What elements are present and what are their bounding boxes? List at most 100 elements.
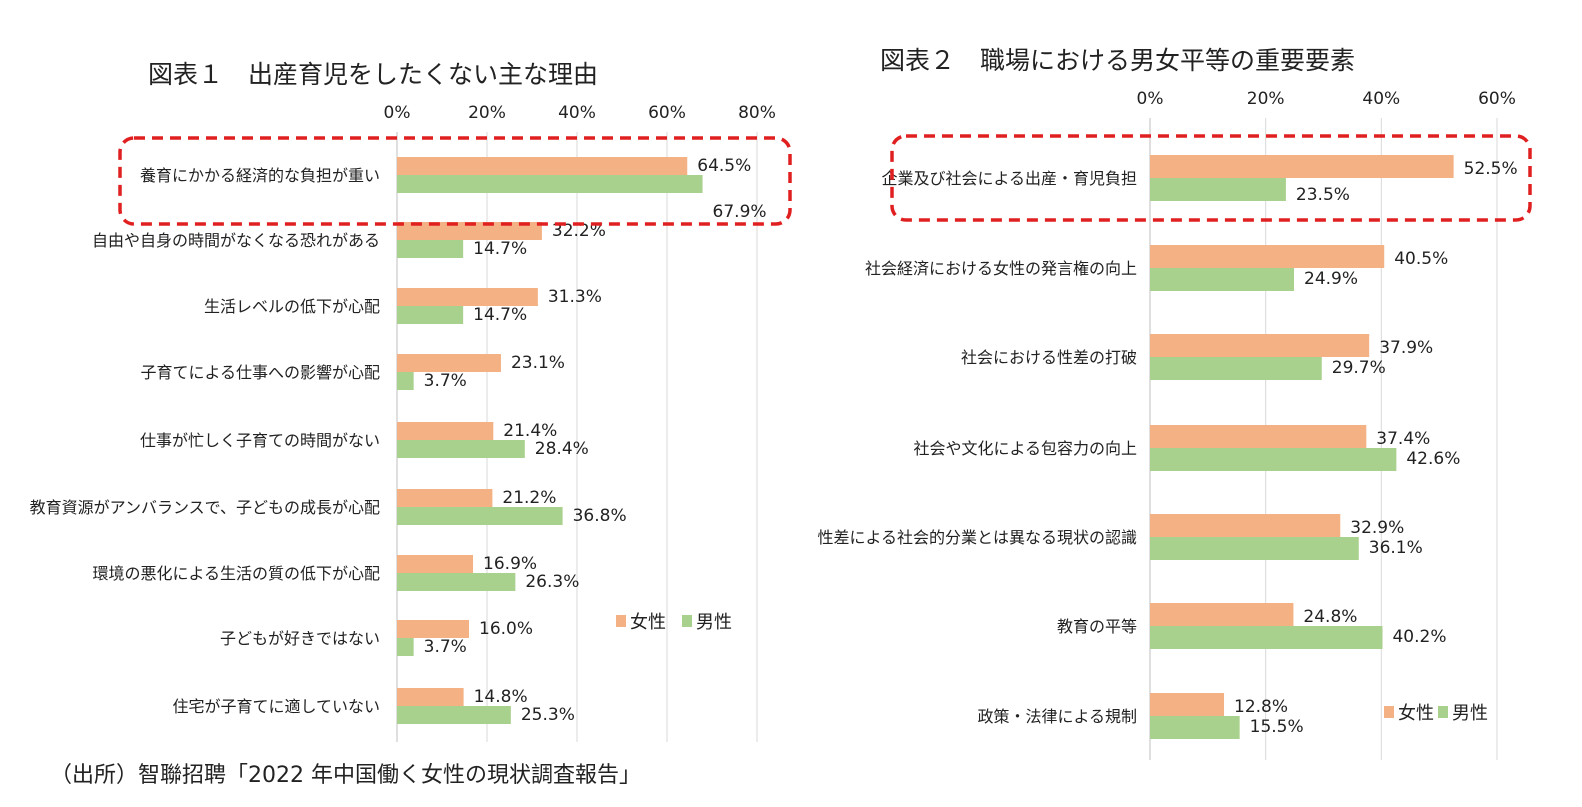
chart2-legend-label: 女性 (1398, 703, 1434, 724)
chart1-bar-male (397, 372, 414, 390)
chart2-value-label-male: 40.2% (1392, 627, 1446, 647)
chart2-bar-male (1150, 448, 1397, 471)
chart2-bar-female (1150, 514, 1341, 537)
chart2-tick-label: 20% (1247, 89, 1285, 109)
chart1-bar-female (397, 288, 538, 306)
chart2-tick-label: 60% (1478, 89, 1516, 109)
chart1-value-label-male: 26.3% (525, 572, 579, 592)
chart2-value-label-female: 32.9% (1350, 518, 1404, 538)
chart2-value-label-male: 23.5% (1296, 185, 1350, 205)
chart1-legend-label: 女性 (630, 612, 666, 633)
chart1-value-label-male: 28.4% (535, 439, 589, 459)
chart1-value-label-female: 23.1% (511, 353, 565, 373)
chart1-bar-male (397, 440, 525, 458)
chart1-bar-male (397, 507, 563, 525)
chart1-legend-swatch (616, 615, 626, 627)
chart2-value-label-female: 24.8% (1303, 607, 1357, 627)
chart1-legend-label: 男性 (696, 612, 732, 633)
chart1-value-label-male: 67.9% (713, 202, 767, 222)
chart1-tick-label: 40% (558, 103, 596, 123)
chart2-bar-female (1150, 425, 1367, 448)
chart1-value-label-female: 21.4% (503, 421, 557, 441)
chart2-title: 図表２ 職場における男女平等の重要要素 (880, 46, 1356, 75)
chart1-legend-swatch (682, 615, 692, 627)
chart1-bar-female (397, 620, 469, 638)
chart2-category-label: 社会や文化による包容力の向上 (913, 439, 1137, 458)
chart2-legend-label: 男性 (1452, 703, 1488, 724)
chart1-value-label-female: 16.0% (479, 619, 533, 639)
chart2-category-label: 企業及び社会による出産・育児負担 (881, 169, 1137, 188)
chart2-bar-female (1150, 245, 1385, 268)
chart2-value-label-male: 42.6% (1406, 449, 1460, 469)
chart1-category-label: 住宅が子育てに適していない (172, 697, 380, 716)
chart1-title: 図表１ 出産育児をしたくない主な理由 (148, 60, 599, 89)
chart2-category-label: 教育の平等 (1057, 617, 1137, 636)
chart2-bar-female (1150, 334, 1370, 357)
chart1-category-label: 自由や自身の時間がなくなる恐れがある (92, 231, 380, 250)
chart2-category-label: 社会経済における女性の発言権の向上 (865, 259, 1137, 278)
chart1-value-label-male: 3.7% (424, 637, 467, 657)
chart1-category-label: 環境の悪化による生活の質の低下が心配 (92, 564, 380, 583)
chart2-value-label-female: 37.9% (1379, 338, 1433, 358)
chart2-value-label-female: 52.5% (1464, 159, 1518, 179)
chart1-bar-male (397, 706, 511, 724)
chart1-category-label: 教育資源がアンバランスで、子どもの成長が心配 (30, 498, 380, 517)
chart2-category-label: 社会における性差の打破 (961, 348, 1137, 367)
chart1-value-label-male: 36.8% (573, 506, 627, 526)
chart1-value-label-male: 14.7% (473, 239, 527, 259)
chart1-bar-female (397, 354, 501, 372)
chart2-bar-male (1150, 268, 1295, 291)
chart1-value-label-female: 32.2% (552, 221, 606, 241)
chart2-bar-female (1150, 155, 1454, 178)
chart2-highlight-box (890, 134, 1532, 222)
chart2-legend-swatch (1384, 706, 1394, 718)
source-note: （出所）智聯招聘「2022 年中国働く女性の現状調査報告」 (50, 763, 641, 788)
chart2-bar-female (1150, 603, 1294, 626)
chart1-bar-male (397, 175, 703, 193)
chart1-value-label-male: 14.7% (473, 305, 527, 325)
chart1-tick-label: 0% (384, 103, 411, 123)
chart1-category-label: 養育にかかる経済的な負担が重い (140, 166, 380, 185)
chart1-bar-female (397, 688, 464, 706)
chart1-tick-label: 60% (648, 103, 686, 123)
chart1-category-label: 子育てによる仕事への影響が心配 (140, 363, 380, 382)
chart2-bar-male (1150, 716, 1240, 739)
chart1-category-label: 子どもが好きではない (220, 629, 380, 648)
chart2-tick-label: 0% (1137, 89, 1164, 109)
chart2-legend-swatch (1438, 706, 1448, 718)
chart1-bar-female (397, 489, 493, 507)
chart2-bar-male (1150, 357, 1322, 380)
chart1-bar-female (397, 157, 688, 175)
chart2-value-label-female: 37.4% (1376, 429, 1430, 449)
chart1-value-label-female: 14.8% (474, 687, 528, 707)
chart2-value-label-male: 24.9% (1304, 269, 1358, 289)
chart2-bar-male (1150, 178, 1286, 201)
chart2-category-label: 政策・法律による規制 (977, 707, 1137, 726)
chart1-bar-male (397, 638, 414, 656)
chart2-bar-female (1150, 693, 1225, 716)
chart1-value-label-female: 16.9% (483, 554, 537, 574)
chart2-value-label-male: 29.7% (1332, 358, 1386, 378)
chart1-bar-female (397, 555, 474, 573)
chart2-bar-male (1150, 537, 1359, 560)
chart1-tick-label: 20% (468, 103, 506, 123)
chart1-bar-female (397, 222, 542, 240)
chart1-category-label: 生活レベルの低下が心配 (204, 297, 380, 316)
chart2-tick-label: 40% (1362, 89, 1400, 109)
chart2-value-label-female: 40.5% (1394, 249, 1448, 269)
chart2-value-label-female: 12.8% (1234, 697, 1288, 717)
chart2-category-label: 性差による社会的分業とは異なる現状の認識 (817, 528, 1137, 547)
chart1-value-label-male: 25.3% (521, 705, 575, 725)
chart1-highlight-box (118, 136, 792, 226)
chart2-bar-male (1150, 626, 1383, 649)
chart2-value-label-male: 36.1% (1369, 538, 1423, 558)
chart1-bar-male (397, 306, 464, 324)
chart1-bar-male (397, 573, 516, 591)
chart1-category-label: 仕事が忙しく子育ての時間がない (140, 431, 380, 450)
chart1-value-label-female: 21.2% (502, 488, 556, 508)
chart1-value-label-male: 3.7% (424, 371, 467, 391)
chart1-bar-female (397, 422, 494, 440)
chart1-value-label-female: 64.5% (697, 156, 751, 176)
chart1-tick-label: 80% (738, 103, 776, 123)
